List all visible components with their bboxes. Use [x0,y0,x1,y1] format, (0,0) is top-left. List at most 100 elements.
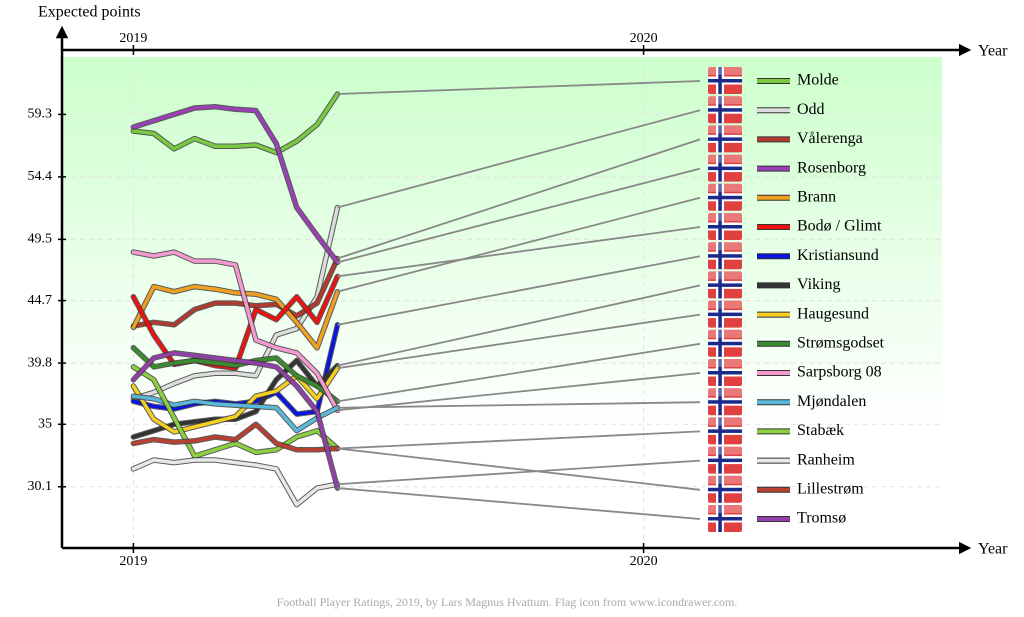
flag-blue-v [718,446,722,474]
flag-blue-v [718,329,722,357]
flag-blue-h [708,371,742,375]
flag-icon [708,125,742,153]
connector [337,313,701,370]
flag-blue-h [708,458,742,463]
flag-blue-v [718,154,722,182]
flag-icon [708,475,742,503]
series-line [131,92,340,155]
series-line [131,284,340,350]
flag-blue-h [708,195,742,200]
x-axis-label: Year [978,541,1008,558]
flag-shine [708,505,742,513]
flag-blue-h [708,283,742,287]
flag-blue-v [718,67,722,94]
flag-blue-v [718,388,722,416]
flag-blue-h [708,225,742,229]
flag-shine [708,154,742,163]
series-line [131,104,340,265]
connector [337,196,701,293]
flag-blue-v [718,96,722,124]
flag-blue-v [718,183,722,211]
series-line [131,256,340,328]
x-tick-label-top: 2020 [630,31,658,46]
connector [337,459,701,486]
legend-label: Tromsø [797,510,846,527]
series-line [131,250,340,413]
legend-label: Stabæk [797,422,844,439]
flag-icon [708,329,742,357]
y-tick-label: 30.1 [28,479,53,494]
series-line [131,346,340,404]
flag-blue-h [708,429,742,433]
flag-blue-v [718,242,722,270]
flag-blue-h [708,254,742,258]
flag-blue-h [708,341,742,346]
flag-blue-h [708,487,742,492]
connector [337,138,701,260]
legend-label: Haugesund [797,305,869,322]
legend-label: Mjøndalen [797,393,866,410]
flag-shine [708,213,742,221]
flag-shine [708,446,742,455]
flag-blue-v [718,213,722,240]
legend-label: Odd [797,101,825,118]
legend-label: Molde [797,72,839,89]
flag-blue-v [718,271,722,299]
y-tick-label: 39.8 [28,355,53,370]
flag-icon [708,300,742,328]
flag-icon [708,154,742,182]
flag-icon [708,183,742,211]
flag-blue-h [708,79,742,83]
legend-label: Brann [797,188,836,205]
flag-blue-h [708,108,742,112]
legend-label: Strømsgodset [797,334,885,351]
flag-icon [708,446,742,474]
x-tick-label-top: 2019 [119,31,147,46]
y-tick-label: 54.4 [28,169,53,184]
footer: Football Player Ratings, 2019, by Lars M… [277,595,738,609]
legend-label: Vålerenga [797,130,863,147]
flag-blue-h [708,517,742,521]
y-tick-label: 44.7 [28,293,53,308]
flag-shine [708,417,742,426]
flag-shine [708,125,742,134]
series-line [131,205,340,401]
legend-label: Ranheim [797,451,855,468]
connector [337,447,701,491]
flag-blue-v [718,125,722,153]
series-line [131,422,340,452]
legend-label: Bodø / Glimt [797,218,882,235]
flag-icon [708,505,742,532]
flag-shine [708,67,742,75]
connector [337,487,701,520]
flag-icon [708,213,742,240]
series-line [131,351,340,490]
flag-icon [708,359,742,386]
connector [337,109,701,209]
x-axis-label-top: Year [978,43,1008,60]
flag-icon [708,271,742,299]
flag-shine [708,329,742,338]
y-tick-label: 59.3 [28,107,53,122]
flag-icon [708,388,742,416]
flag-blue-h [708,166,742,171]
x-tick-label: 2019 [119,554,147,569]
flag-shine [708,359,742,367]
flag-blue-v [718,475,722,503]
connector [337,80,701,95]
flag-blue-v [718,300,722,328]
flag-shine [708,300,742,309]
connector [337,167,701,264]
flag-shine [708,96,742,105]
flag-blue-v [718,359,722,386]
flag-blue-v [718,417,722,445]
flag-shine [708,271,742,280]
legend-label: Kristiansund [797,247,879,264]
flag-shine [708,475,742,484]
series-line [131,366,340,434]
series-line [131,458,340,507]
flag-shine [708,183,742,192]
legend-label: Viking [797,276,840,293]
flag-shine [708,242,742,251]
legend-label: Rosenborg [797,159,866,176]
